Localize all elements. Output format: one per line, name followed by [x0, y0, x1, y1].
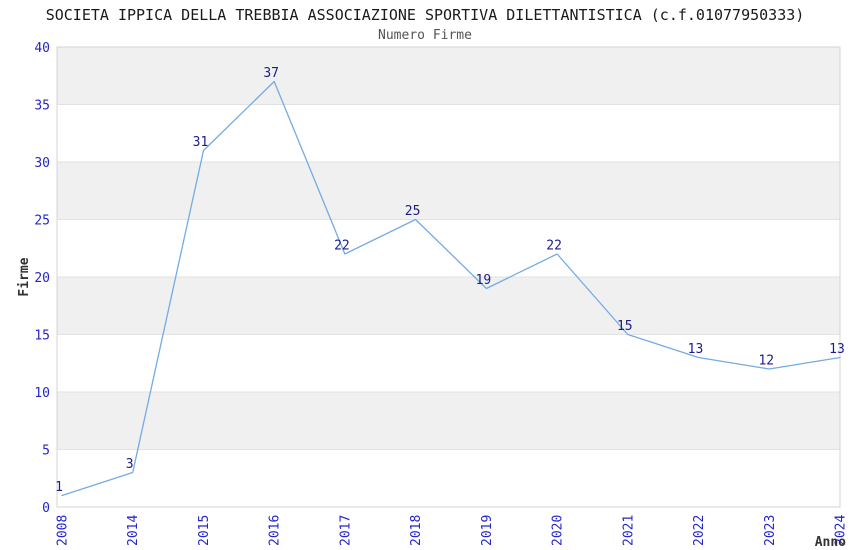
data-label: 25 — [405, 204, 421, 219]
y-tick-label: 25 — [34, 214, 50, 229]
data-label: 22 — [334, 239, 350, 254]
x-tick-label: 2015 — [197, 515, 212, 546]
y-axis-title: Firme — [17, 257, 32, 296]
data-label: 1 — [55, 480, 63, 495]
x-tick-label: 2022 — [692, 515, 707, 546]
plot-border — [56, 46, 841, 508]
data-label: 13 — [688, 342, 704, 357]
y-tick-label: 10 — [34, 386, 50, 401]
data-label: 15 — [617, 319, 633, 334]
x-tick-label: 2014 — [126, 515, 141, 546]
y-tick-label: 5 — [42, 444, 50, 459]
x-tick-labels: 2008 2014 2015 2016 2017 2018 2019 2020 2021 2022… — [56, 515, 849, 546]
x-tick-label: 2020 — [551, 515, 566, 546]
x-axis-title: Anno — [815, 535, 846, 550]
x-tick-label: 2021 — [621, 515, 636, 546]
grid-lines — [57, 104, 840, 450]
x-tick-label: 2023 — [763, 515, 778, 546]
data-label: 13 — [829, 342, 845, 357]
y-tick-label: 30 — [34, 156, 50, 171]
data-label: 19 — [476, 273, 492, 288]
x-tick-label: 2019 — [480, 515, 495, 546]
y-tick-label: 35 — [34, 99, 50, 114]
x-tick-label: 2018 — [409, 515, 424, 546]
data-label: 12 — [758, 354, 774, 369]
x-tick-label: 2008 — [56, 515, 71, 546]
y-tick-label: 20 — [34, 271, 50, 286]
y-tick-label: 40 — [34, 41, 50, 56]
x-tick-label: 2016 — [268, 515, 283, 546]
data-label: 22 — [546, 239, 562, 254]
data-label: 31 — [193, 135, 209, 150]
y-tick-labels: 0 5 10 15 20 25 30 35 40 — [34, 41, 50, 516]
y-tick-label: 15 — [34, 329, 50, 344]
x-tick-label: 2024 — [834, 515, 849, 546]
chart-title: SOCIETA IPPICA DELLA TREBBIA ASSOCIAZION… — [45, 6, 805, 24]
chart-subtitle: Numero Firme — [378, 28, 472, 43]
grid-bands — [57, 47, 840, 450]
series-line — [61, 80, 841, 497]
data-label: 3 — [126, 457, 134, 472]
data-label: 37 — [263, 66, 279, 81]
y-tick-label: 0 — [42, 501, 50, 516]
x-tick-label: 2017 — [338, 515, 353, 546]
